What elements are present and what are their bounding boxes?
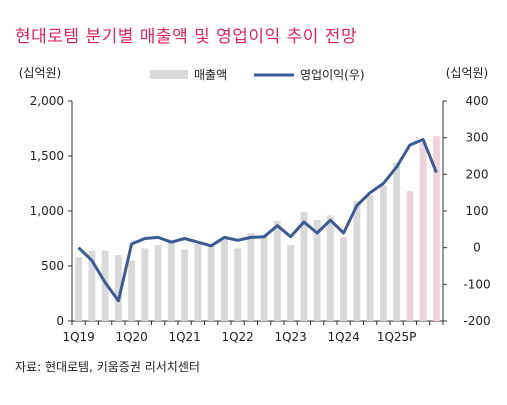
source-note: 자료: 현대로템, 키움증권 리서치센터 <box>15 360 200 374</box>
x-tick-label: 1Q20 <box>115 330 147 344</box>
left-tick-label: 500 <box>41 259 64 273</box>
x-tick-label: 1Q24 <box>327 330 359 344</box>
x-tick-label: 1Q19 <box>62 330 94 344</box>
left-tick-label: 1,500 <box>30 149 64 163</box>
right-axis-unit: (십억원) <box>446 66 488 80</box>
revenue-bar <box>88 250 96 321</box>
revenue-bar <box>75 257 83 321</box>
chart-title: 현대로템 분기별 매출액 및 영업이익 추이 전망 <box>15 27 358 47</box>
x-tick-label: 1Q21 <box>168 330 200 344</box>
revenue-bar <box>247 233 255 321</box>
revenue-bar <box>207 244 215 321</box>
revenue-bar <box>353 201 361 321</box>
x-tick-label: 1Q25P <box>377 330 417 344</box>
revenue-bar <box>379 185 387 321</box>
left-tick-label: 1,000 <box>30 204 64 218</box>
legend-line-label: 영업이익(우) <box>300 68 365 82</box>
left-tick-label: 0 <box>56 314 64 328</box>
revenue-bar <box>234 248 242 321</box>
left-axis-unit: (십억원) <box>19 66 61 80</box>
legend-bar-label: 매출액 <box>194 68 227 82</box>
revenue-bar <box>313 219 321 321</box>
revenue-bar <box>287 245 295 321</box>
x-tick-label: 1Q22 <box>221 330 253 344</box>
right-tick-label: 200 <box>466 167 489 181</box>
revenue-bar <box>141 248 149 321</box>
revenue-bar <box>194 244 202 321</box>
right-tick-label: 400 <box>466 94 489 108</box>
revenue-bar <box>366 195 374 321</box>
revenue-bars <box>75 136 440 321</box>
revenue-bar <box>167 239 175 321</box>
right-tick-label: 100 <box>466 204 489 218</box>
right-tick-label: 300 <box>466 131 489 145</box>
right-tick-label: -100 <box>463 277 490 291</box>
revenue-bar <box>326 215 334 321</box>
revenue-bar <box>128 260 136 321</box>
revenue-bar <box>101 250 109 321</box>
revenue-bar <box>114 255 122 321</box>
right-tick-label: -200 <box>463 314 490 328</box>
revenue-bar <box>220 237 228 321</box>
revenue-bar <box>406 191 414 321</box>
right-tick-label: 0 <box>473 241 481 255</box>
revenue-bar <box>432 136 440 321</box>
revenue-bar <box>181 249 189 321</box>
revenue-bar <box>154 245 162 321</box>
revenue-bar <box>393 162 401 321</box>
legend-bar-swatch <box>150 70 188 79</box>
revenue-bar <box>273 220 281 321</box>
revenue-bar <box>419 142 427 321</box>
left-tick-label: 2,000 <box>30 94 64 108</box>
chart: 0 500 1,000 1,500 2,000 -200 -100 0 100 200 300 400… <box>19 66 491 344</box>
revenue-bar <box>260 235 268 321</box>
revenue-bar <box>300 212 308 321</box>
chart-legend: 매출액 영업이익(우) <box>150 68 365 82</box>
revenue-bar <box>340 237 348 321</box>
operating-profit-series <box>77 138 438 303</box>
operating-profit-line <box>77 138 438 303</box>
x-tick-label: 1Q23 <box>274 330 306 344</box>
chart-axes: 0 500 1,000 1,500 2,000 -200 -100 0 100 200 300 400… <box>19 66 491 344</box>
